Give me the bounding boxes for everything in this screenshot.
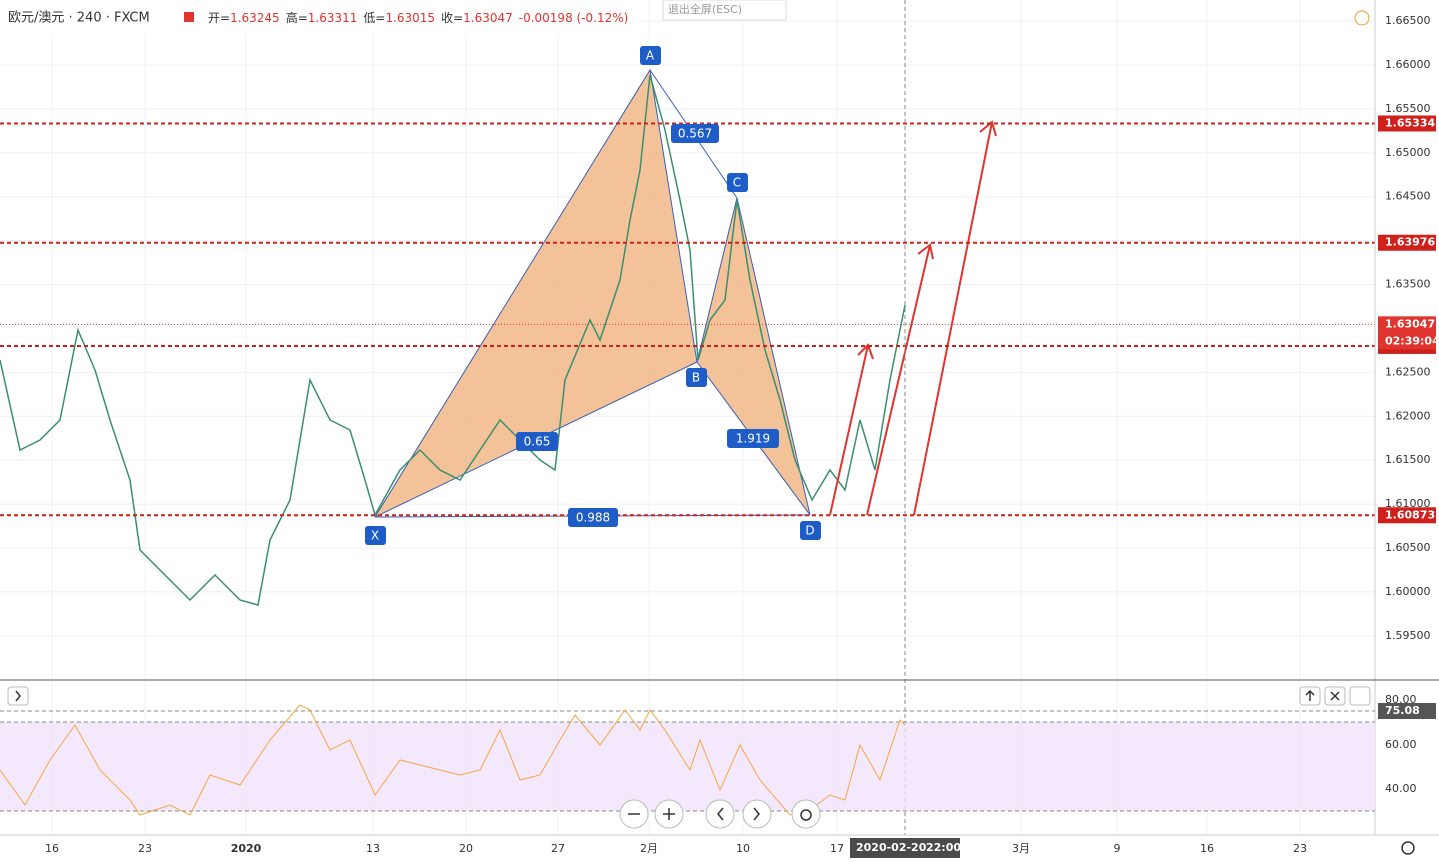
ohlc-value: 1.63047 <box>463 11 513 25</box>
ratio: 1.919 <box>736 432 770 446</box>
level-tag <box>1378 115 1436 132</box>
time-label: 2月 <box>640 842 658 855</box>
point-b: B <box>692 371 700 385</box>
pattern-bcd <box>697 198 810 515</box>
time-label: 23 <box>1293 842 1307 855</box>
ohlc-value: 1.63311 <box>308 11 358 25</box>
current-tag <box>1378 316 1436 350</box>
countdown: 02:39:04 <box>1385 334 1439 347</box>
time-label: 27 <box>551 842 565 855</box>
exit-button[interactable] <box>662 0 787 21</box>
time-label: 16 <box>45 842 59 855</box>
level-label: 1.63976 <box>1385 236 1435 249</box>
price-tick: 1.65500 <box>1385 102 1431 115</box>
price-tick: 1.66500 <box>1385 14 1431 27</box>
level-tag <box>1378 507 1436 524</box>
price-tick: 1.64500 <box>1385 190 1431 203</box>
point-a: A <box>646 49 655 63</box>
current-label: 1.63047 <box>1385 317 1435 330</box>
price-tick: 1.63500 <box>1385 278 1431 291</box>
level-tag <box>1378 234 1436 251</box>
reset[interactable] <box>791 799 821 829</box>
ratio: 0.65 <box>524 435 551 449</box>
level-label: 1.65334 <box>1385 116 1435 129</box>
price-tick: 1.65000 <box>1385 146 1431 159</box>
alert-icon[interactable] <box>1354 10 1370 26</box>
rsi-current: 75.08 <box>1385 704 1420 717</box>
point-c: C <box>733 176 741 190</box>
ratio: 0.567 <box>678 127 712 141</box>
panel-buttons <box>7 686 1371 829</box>
ohlc-label: 开= <box>208 11 230 25</box>
expand[interactable] <box>7 686 29 706</box>
ohlc-value: 1.63015 <box>385 11 435 25</box>
price-tick: 1.59500 <box>1385 629 1431 642</box>
ratio: 0.988 <box>576 511 610 525</box>
price-tick: 1.61500 <box>1385 453 1431 466</box>
time-label: 17 <box>830 842 844 855</box>
price-grid <box>0 20 1375 637</box>
price-tick: 1.60500 <box>1385 541 1431 554</box>
symbol: 欧元/澳元 · 240 · FXCM <box>8 10 150 26</box>
price-tick: 1.62000 <box>1385 409 1431 422</box>
ohlc-value: 1.63245 <box>230 11 280 25</box>
scroll-right[interactable] <box>742 799 772 829</box>
projection-arrows <box>829 120 997 516</box>
change: -0.00198 (-0.12%) <box>519 11 629 25</box>
rsi-axis: 80.00 60.00 40.00 75.08 <box>1378 693 1436 795</box>
settings[interactable] <box>1401 841 1415 855</box>
price-tick: 1.66000 <box>1385 58 1431 71</box>
price-tick: 1.61000 <box>1385 497 1431 510</box>
time-label: 23 <box>138 842 152 855</box>
cursor-time: 22:00 <box>926 841 961 854</box>
time-label: 16 <box>1200 842 1214 855</box>
rsi-tick: 40.00 <box>1385 782 1417 795</box>
time-label: 20 <box>459 842 473 855</box>
level-label: 1.60873 <box>1385 508 1435 521</box>
ohlc: 开=1.63245 高=1.63311 低=1.63015 收=1.63047 -0.0… <box>208 10 628 25</box>
rsi-tick: 60.00 <box>1385 738 1417 751</box>
time-label: 9 <box>1114 842 1121 855</box>
rsi-line <box>0 704 906 816</box>
ohlc-label: 低= <box>363 11 385 25</box>
rsi-tick: 80.00 <box>1385 693 1417 706</box>
time-label: 3月 <box>1012 842 1030 855</box>
pattern-xab <box>375 70 697 517</box>
price-tick: 1.60000 <box>1385 585 1431 598</box>
time-label: 2020 <box>231 842 262 855</box>
time-label: 10 <box>736 842 750 855</box>
flag[interactable] <box>184 12 194 22</box>
price-tick: 1.62500 <box>1385 365 1431 378</box>
exit-label: 退出全屏(ESC) <box>668 2 742 16</box>
point-x: X <box>371 529 379 543</box>
ohlc-label: 收= <box>441 11 463 25</box>
cursor-date: 2020-02-20 <box>856 841 927 854</box>
point-d: D <box>805 524 814 538</box>
time-axis: 16 23 2020 13 20 27 2月 10 17 3月 9 16 23 … <box>45 838 1307 858</box>
scroll-left[interactable] <box>705 799 735 829</box>
levels <box>0 122 1375 517</box>
ohlc-label: 高= <box>286 10 308 25</box>
maximize[interactable] <box>1349 686 1371 706</box>
pattern-labels: A C B X D 0.567 0.65 1.919 0.988 <box>365 46 821 545</box>
time-label: 13 <box>366 842 380 855</box>
